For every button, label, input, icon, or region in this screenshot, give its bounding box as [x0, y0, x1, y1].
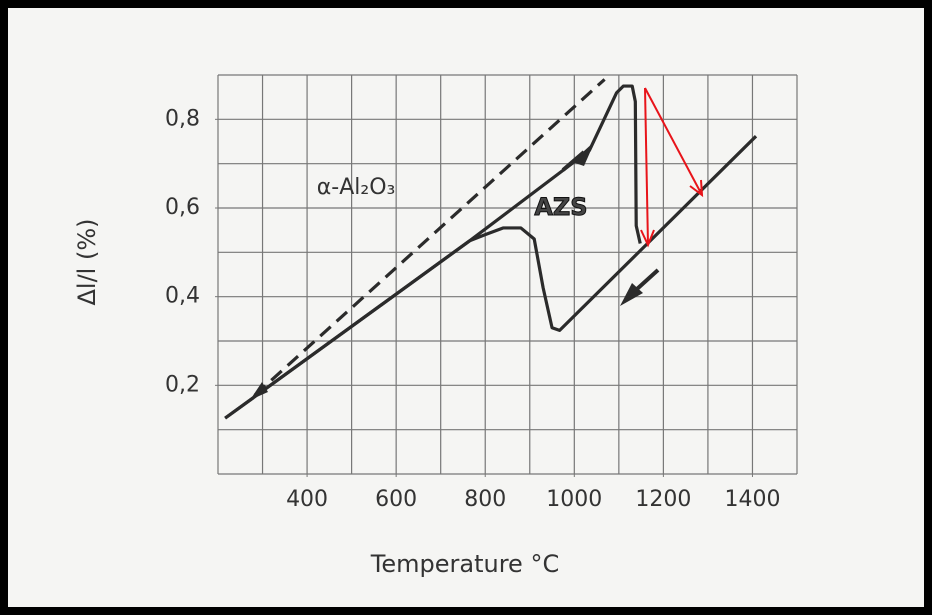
annotation: α-Al₂O₃ — [317, 175, 396, 200]
curve — [224, 135, 758, 420]
red-arrow — [644, 87, 649, 246]
red-arrows — [640, 87, 704, 248]
x-tick-label: 400 — [286, 487, 328, 512]
y-tick-label: 0,8 — [165, 106, 200, 131]
red-arrow-head — [640, 229, 655, 248]
labels: 400 600 800 1000 1200 1400 0,2 0,4 0,6 0,8 α-Al₂O₃… — [165, 106, 780, 512]
annotation: AZS — [534, 193, 587, 221]
y-tick-label: 0,2 — [165, 372, 200, 397]
x-axis-label: Temperature °C — [370, 550, 559, 578]
curves — [224, 78, 758, 420]
y-tick-label: 0,6 — [165, 195, 200, 220]
cooling-arrow — [250, 382, 268, 400]
cooling-arrow — [635, 268, 660, 291]
curve — [224, 84, 642, 420]
x-tick-label: 1200 — [635, 487, 691, 512]
x-tick-label: 600 — [375, 487, 417, 512]
x-tick-label: 1400 — [724, 487, 780, 512]
grid — [217, 74, 798, 475]
x-tick-label: 800 — [464, 487, 506, 512]
curve — [253, 78, 606, 397]
red-arrow-head — [689, 179, 704, 198]
background — [8, 8, 924, 607]
red-arrow — [644, 87, 703, 196]
x-tick-label: 1000 — [546, 487, 602, 512]
y-tick-label: 0,4 — [165, 284, 200, 309]
heating-arrow — [561, 150, 586, 172]
y-axis-label: Δl/l (%) — [73, 219, 101, 306]
